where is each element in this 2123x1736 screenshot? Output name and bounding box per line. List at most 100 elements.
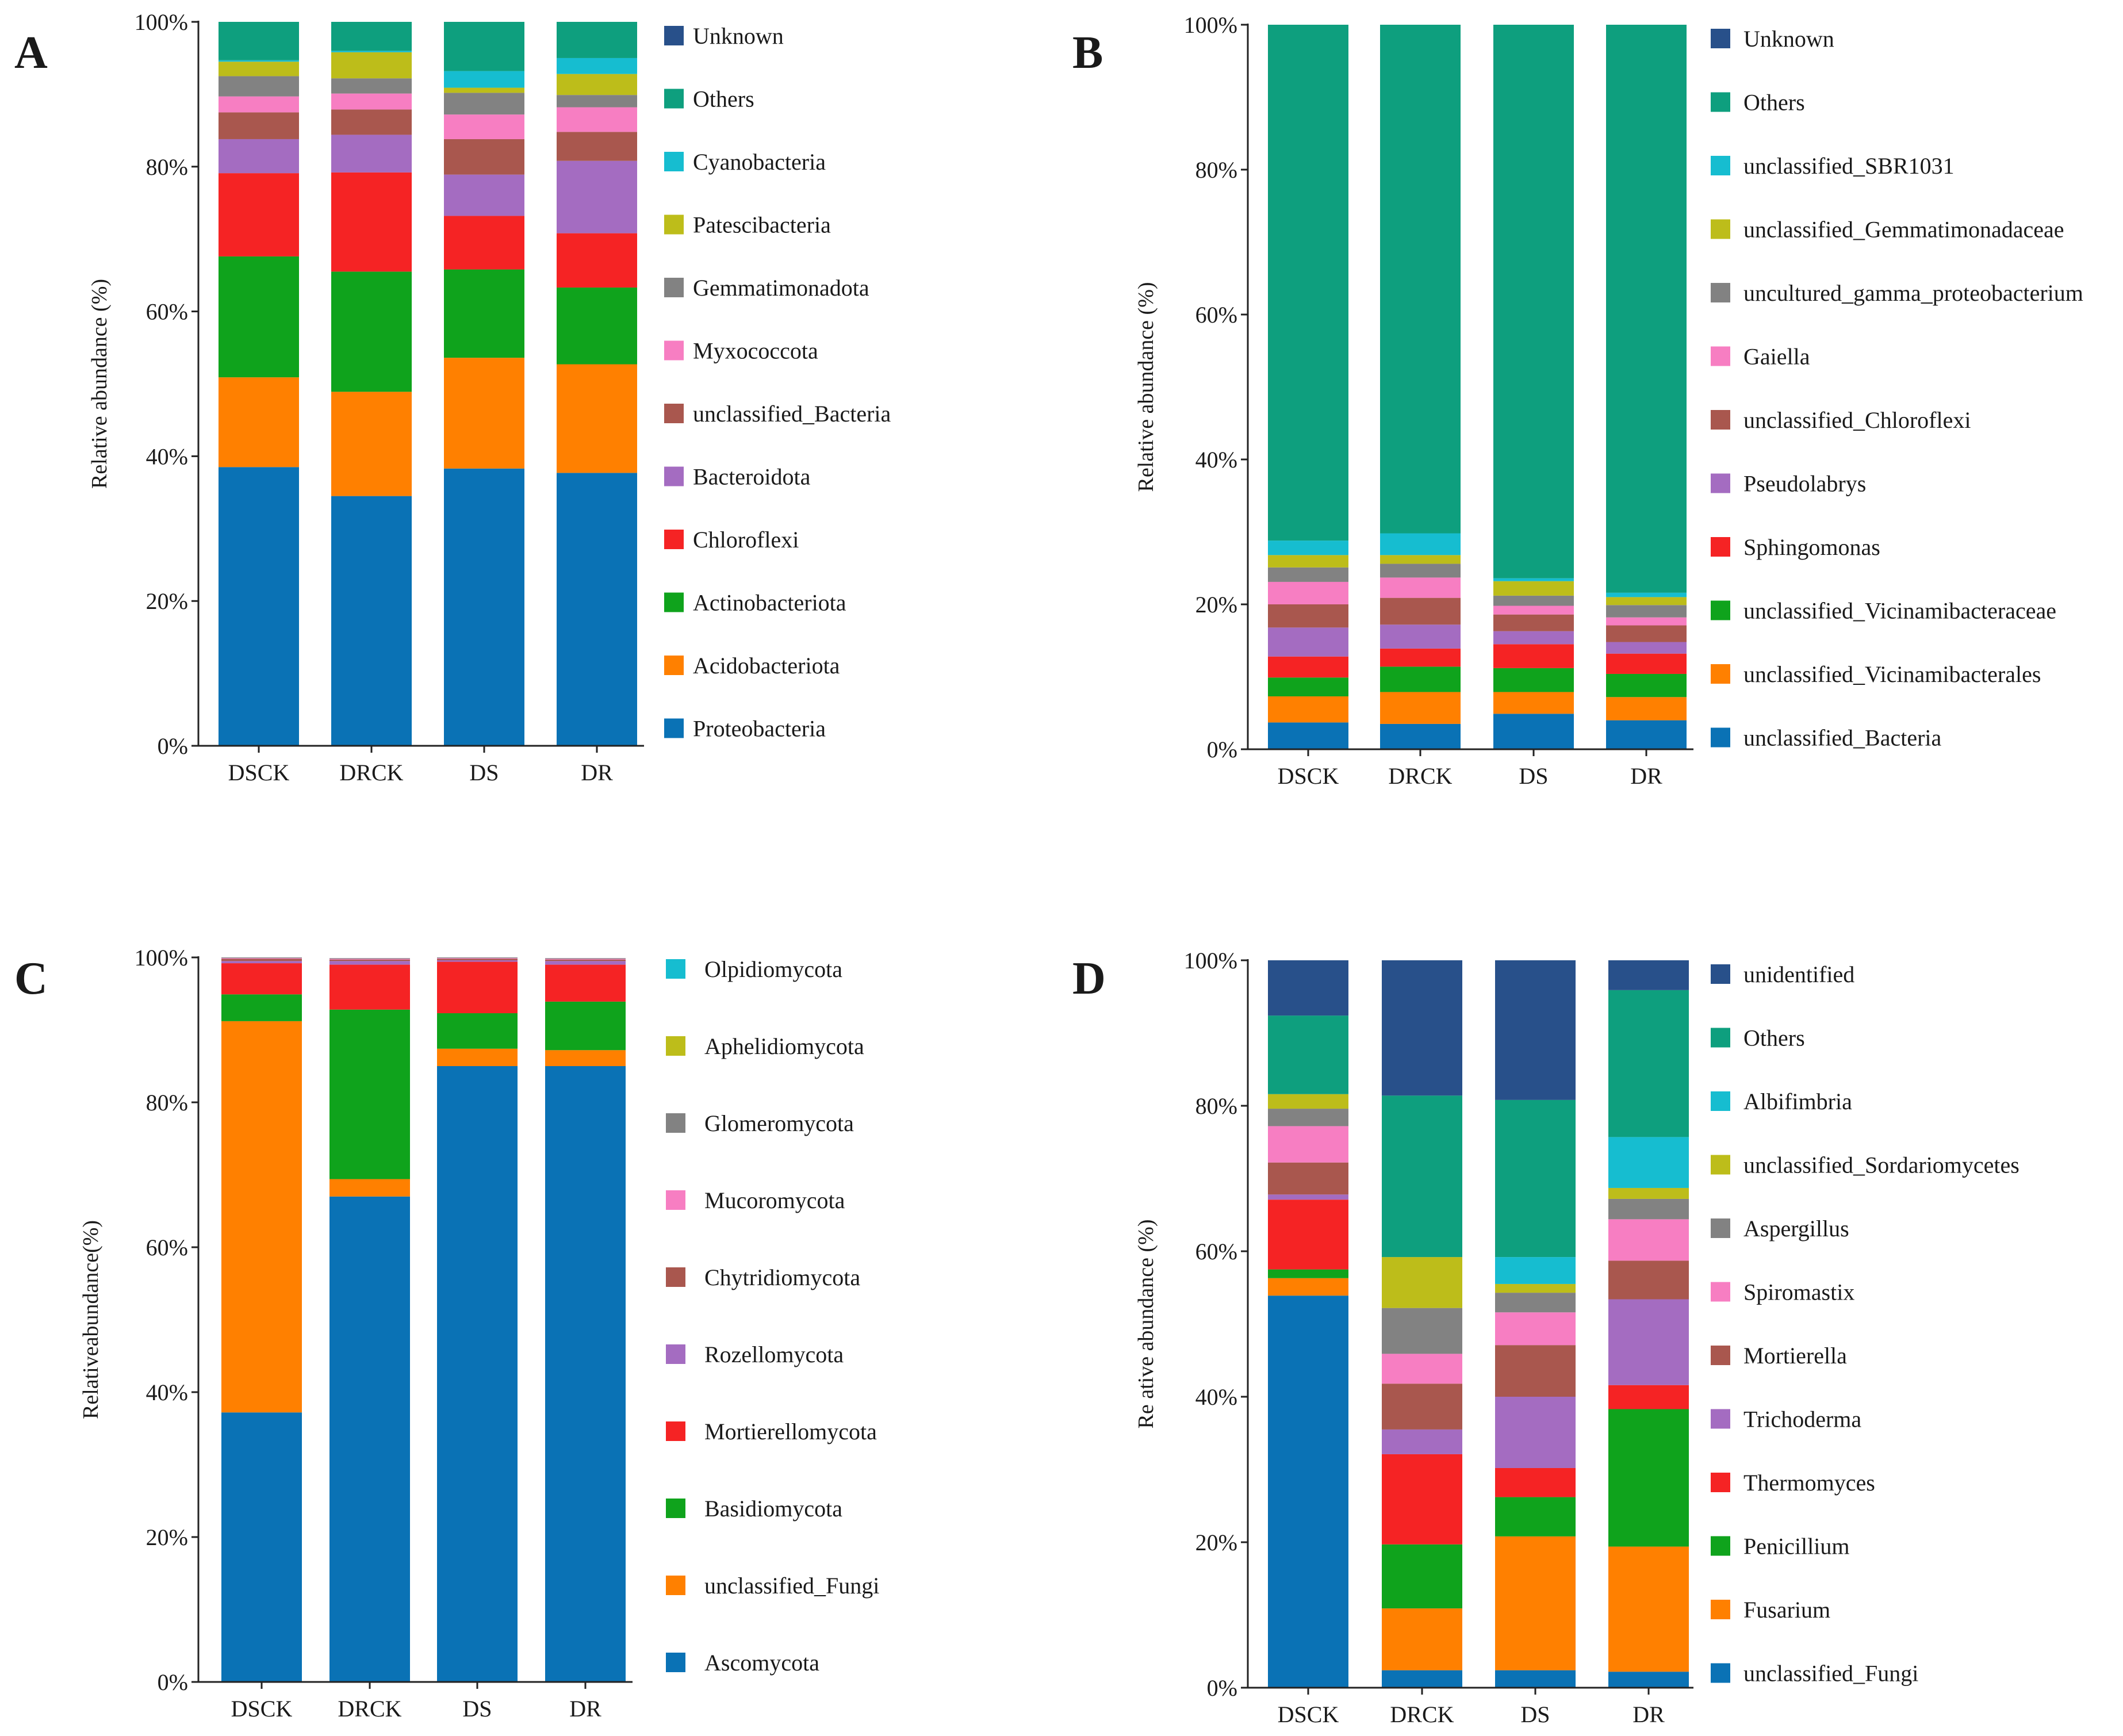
legend-label-c-mucoromycota: Mucoromycota — [704, 1187, 845, 1213]
bar-d-ds-unclassified-fungi — [1495, 1670, 1576, 1688]
bar-c-ds-basidiomycota — [437, 1013, 518, 1049]
bar-b-dr-unclassified-gemmatimonadaceae — [1606, 597, 1687, 606]
legend-swatch-b-unclassified-vicinamibacterales — [1711, 664, 1730, 684]
legend-swatch-d-unclassified-fungi — [1711, 1663, 1730, 1683]
bar-b-ds-unclassified-sbr1031 — [1493, 578, 1574, 581]
bar-b-drck-unclassified-sbr1031 — [1380, 533, 1461, 555]
legend-swatch-a-myxococcota — [664, 340, 684, 361]
bar-a-dsck-gemmatimonadota — [219, 76, 299, 97]
bar-a-drck-acidobacteriota — [331, 392, 412, 496]
x-tick-label-d-ds: DS — [1520, 1701, 1550, 1727]
bar-d-ds-trichoderma — [1495, 1397, 1576, 1468]
bar-c-dr-chytridiomycota — [545, 959, 626, 961]
bar-c-drck-glomeromycota — [329, 958, 410, 959]
legend-d: unidentified Others Albifimbria unclassifie… — [1711, 961, 2019, 1687]
legend-label-d-unclassified-fungi: unclassified_Fungi — [1743, 1661, 1918, 1687]
y-axis-label-b: Relative abundance (%) — [1134, 282, 1158, 492]
legend-label-b-unclassified-vicinamibacteraceae: unclassified_Vicinamibacteraceae — [1743, 598, 2056, 624]
bar-d-ds-spiromastix — [1495, 1312, 1576, 1346]
bar-c-drck-mucoromycota — [329, 959, 410, 960]
x-tick-label-d-drck: DRCK — [1390, 1701, 1454, 1727]
legend-swatch-b-gaiella — [1711, 346, 1730, 366]
panel-d: D 0% 20% 40% 60% 80% 100% DSCK DRCK DS DR Re ative … — [1072, 948, 2019, 1727]
panel-a: A 0% 20% 40% 60% 80% 100% DSCK DRCK DS DR Relative … — [14, 9, 891, 785]
bar-a-ds-actinobacteriota — [444, 269, 524, 358]
bar-a-ds-gemmatimonadota — [444, 93, 524, 115]
bar-d-drck-mortierella — [1382, 1384, 1462, 1430]
legend-label-b-unclassified-chloroflexi: unclassified_Chloroflexi — [1743, 407, 1971, 433]
legend-swatch-d-fusarium — [1711, 1600, 1730, 1619]
bar-d-dsck-unidentified — [1268, 960, 1348, 1016]
x-tick-label-a-ds: DS — [469, 760, 499, 785]
bar-a-drck-bacteroidota — [331, 135, 412, 173]
legend-label-a-patescibacteria: Patescibacteria — [693, 212, 831, 238]
bar-a-drck-gemmatimonadota — [331, 78, 412, 94]
bar-d-dr-thermomyces — [1608, 1385, 1689, 1409]
legend-swatch-b-unclassified-vicinamibacteraceae — [1711, 600, 1730, 620]
legend-label-c-olpidiomycota: Olpidiomycota — [704, 956, 842, 982]
legend-swatch-c-ascomycota — [666, 1653, 685, 1672]
bar-d-dr-penicillium — [1608, 1409, 1689, 1547]
y-tick-label-b-1: 20% — [1195, 592, 1237, 618]
legend-label-b-unclassified-sbr1031: unclassified_SBR1031 — [1743, 153, 1955, 179]
legend-label-d-mortierella: Mortierella — [1743, 1343, 1847, 1369]
legend-swatch-a-others — [664, 89, 684, 109]
bar-d-dr-albifimbria — [1608, 1137, 1689, 1188]
panel-b: B 0% 20% 40% 60% 80% 100% DSCK DRCK DS DR Relative … — [1072, 12, 2083, 789]
bar-c-dsck-rozellomycota — [221, 961, 302, 964]
bar-b-ds-pseudolabrys — [1493, 631, 1574, 645]
bar-b-dsck-unclassified-gemmatimonadaceae — [1268, 555, 1348, 568]
bar-d-dsck-trichoderma — [1268, 1194, 1348, 1200]
y-tick-label-c-2: 40% — [146, 1379, 188, 1405]
legend-swatch-c-mortierellomycota — [666, 1421, 685, 1441]
legend-label-d-others: Others — [1743, 1025, 1805, 1051]
y-tick-label-d-1: 20% — [1195, 1530, 1237, 1555]
legend-label-b-others: Others — [1743, 90, 1805, 116]
x-tick-label-c-dsck: DSCK — [231, 1696, 293, 1722]
bar-c-dsck-mucoromycota — [221, 958, 302, 959]
bar-b-dsck-unclassified-bacteria — [1268, 722, 1348, 749]
bar-a-ds-proteobacteria — [444, 468, 524, 746]
bar-d-dsck-fusarium — [1268, 1278, 1348, 1296]
bar-d-dr-unclassified-fungi — [1608, 1672, 1689, 1688]
bar-a-drck-others — [331, 22, 412, 51]
y-tick-label-b-2: 40% — [1195, 447, 1237, 473]
legend-label-a-acidobacteriota: Acidobacteriota — [693, 653, 840, 679]
bar-d-dr-trichoderma — [1608, 1299, 1689, 1385]
bar-b-dr-unclassified-vicinamibacterales — [1606, 697, 1687, 721]
legend-swatch-a-unclassified-bacteria — [664, 404, 684, 423]
legend-swatch-a-actinobacteriota — [664, 592, 684, 612]
y-tick-label-c-4: 80% — [146, 1090, 188, 1116]
bar-a-dr-unclassified-bacteria — [557, 132, 637, 161]
legend-label-a-others: Others — [693, 86, 754, 112]
legend-label-d-unidentified: unidentified — [1743, 961, 1854, 987]
legend-swatch-a-bacteroidota — [664, 466, 684, 486]
legend-label-a-myxococcota: Myxococcota — [693, 338, 818, 364]
legend-swatch-c-rozellomycota — [666, 1344, 685, 1364]
y-tick-label-d-2: 40% — [1195, 1384, 1237, 1410]
x-tick-label-c-dr: DR — [569, 1696, 601, 1722]
bar-d-dsck-thermomyces — [1268, 1200, 1348, 1270]
bar-a-ds-acidobacteriota — [444, 358, 524, 469]
bar-a-ds-chloroflexi — [444, 216, 524, 270]
bar-a-dsck-cyanobacteria — [219, 60, 299, 62]
bar-b-drck-unclassified-bacteria — [1380, 723, 1461, 749]
bar-b-drck-unclassified-gemmatimonadaceae — [1380, 555, 1461, 564]
bar-d-ds-unclassified-sordariomycetes — [1495, 1283, 1576, 1293]
y-axis-label-d: Re ative abundance (%) — [1134, 1220, 1158, 1429]
bar-d-dr-others — [1608, 990, 1689, 1137]
legend-swatch-a-chloroflexi — [664, 530, 684, 549]
legend-swatch-d-thermomyces — [1711, 1473, 1730, 1492]
bar-c-dr-ascomycota — [545, 1066, 626, 1682]
legend-label-d-unclassified-sordariomycetes: unclassified_Sordariomycetes — [1743, 1152, 2019, 1178]
bar-b-dsck-unclassified-vicinamibacterales — [1268, 696, 1348, 723]
legend-label-d-spiromastix: Spiromastix — [1743, 1279, 1854, 1305]
bar-a-dr-myxococcota — [557, 107, 637, 132]
bar-a-drck-patescibacteria — [331, 52, 412, 79]
y-tick-label-a-1: 20% — [146, 588, 188, 614]
legend-label-b-sphingomonas: Sphingomonas — [1743, 534, 1880, 560]
legend-swatch-d-spiromastix — [1711, 1282, 1730, 1302]
bar-b-dr-pseudolabrys — [1606, 642, 1687, 654]
bar-c-drck-chytridiomycota — [329, 959, 410, 961]
bar-c-ds-rozellomycota — [437, 960, 518, 962]
